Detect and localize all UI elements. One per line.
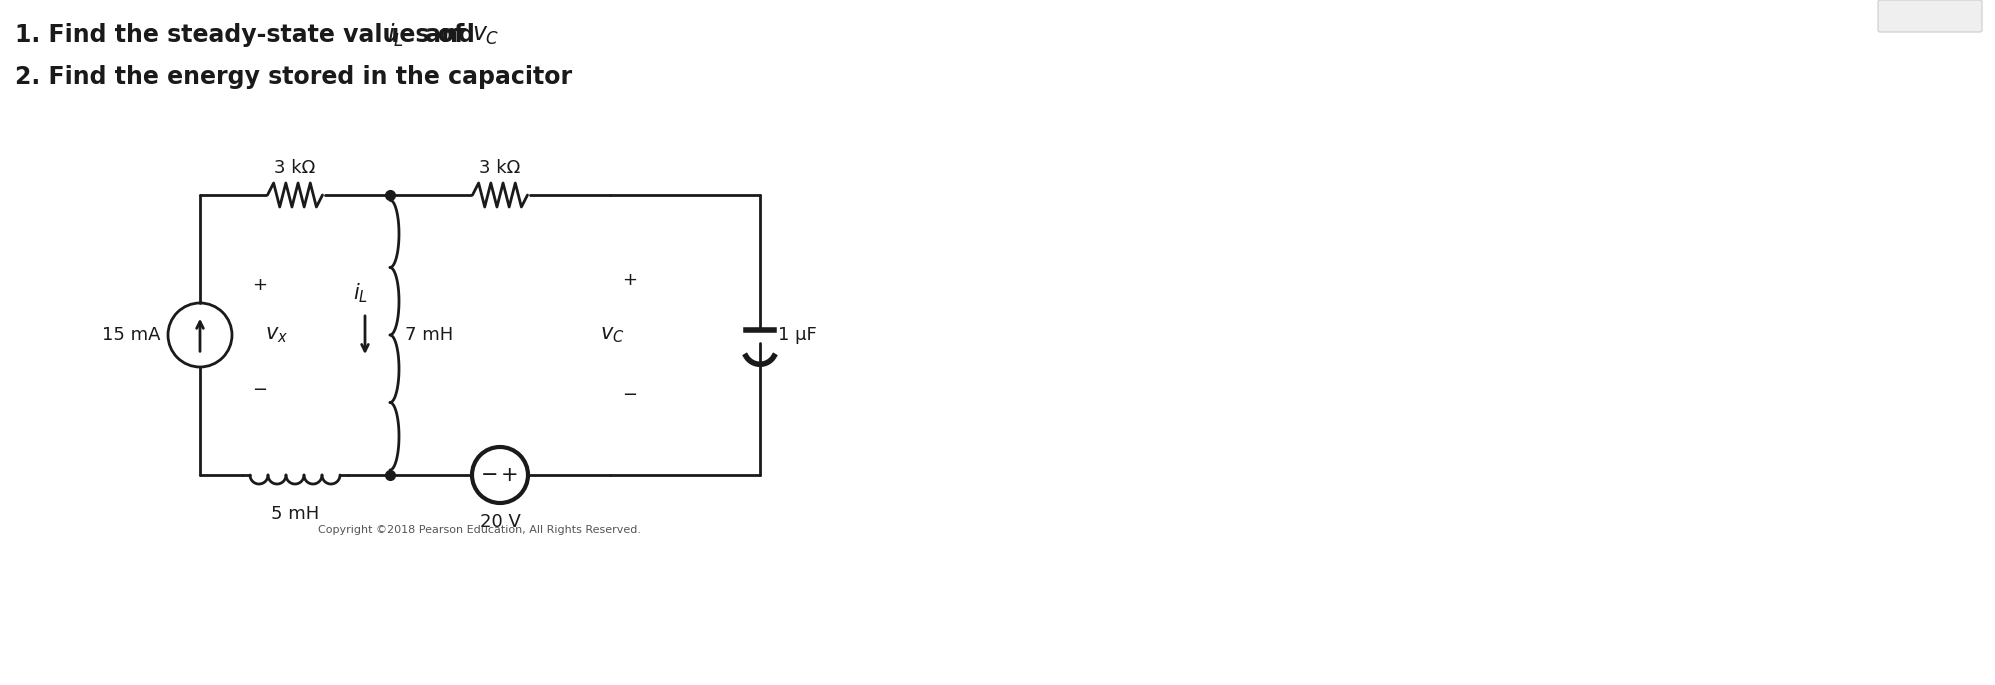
Text: 1. Find the steady-state values of: 1. Find the steady-state values of [16, 23, 473, 47]
Text: +: + [501, 465, 519, 485]
Text: and: and [417, 23, 483, 47]
Text: $v_C$: $v_C$ [600, 325, 624, 345]
Text: −: − [622, 386, 638, 404]
Text: −: − [253, 381, 267, 399]
Text: 2. Find the energy stored in the capacitor: 2. Find the energy stored in the capacit… [16, 65, 573, 89]
Text: $i_L$: $i_L$ [387, 21, 403, 49]
Text: 1 μF: 1 μF [778, 326, 816, 344]
Text: +: + [253, 276, 267, 294]
Text: 3 kΩ: 3 kΩ [479, 159, 521, 177]
Text: 3 kΩ: 3 kΩ [275, 159, 315, 177]
Text: $v_C$: $v_C$ [473, 23, 499, 47]
Text: 15 mA: 15 mA [102, 326, 160, 344]
Text: $i_L$: $i_L$ [353, 282, 369, 305]
FancyBboxPatch shape [1877, 0, 1981, 32]
Text: −: − [481, 465, 499, 485]
Text: $v_x$: $v_x$ [265, 325, 287, 345]
Text: +: + [622, 271, 638, 289]
Text: 7 mH: 7 mH [405, 326, 453, 344]
Text: 5 mH: 5 mH [271, 505, 319, 523]
Text: 20 V: 20 V [479, 513, 521, 531]
Text: Copyright ©2018 Pearson Education, All Rights Reserved.: Copyright ©2018 Pearson Education, All R… [319, 525, 642, 535]
